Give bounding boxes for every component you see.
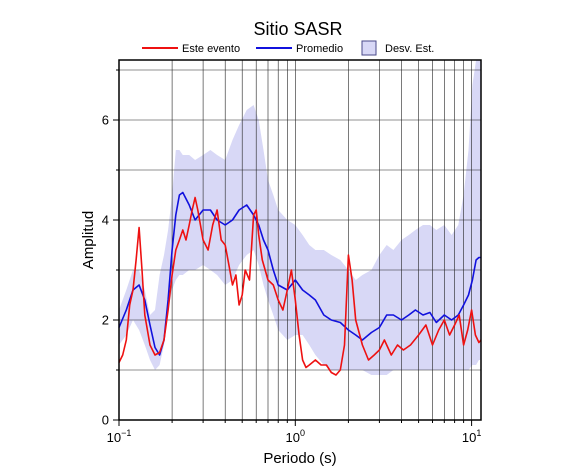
plot-frame bbox=[118, 59, 482, 421]
x-tick-label-1: 100 bbox=[286, 428, 305, 445]
y-axis: 0 2 4 6 bbox=[102, 69, 119, 428]
chart-title: Sitio SASR bbox=[253, 19, 342, 39]
y-tick-label-0: 0 bbox=[102, 413, 109, 428]
x-axis-label: Periodo (s) bbox=[263, 450, 336, 467]
y-axis-label: Amplitud bbox=[80, 211, 97, 269]
plot-area bbox=[118, 60, 482, 420]
series-line-este-evento bbox=[118, 196, 482, 376]
x-tick-label-0: 10−1 bbox=[107, 428, 132, 445]
legend: Este evento Promedio Desv. Est. bbox=[142, 40, 434, 56]
legend-label-este-evento: Este evento bbox=[182, 43, 240, 55]
legend-label-promedio: Promedio bbox=[296, 43, 343, 55]
y-tick-label-1: 2 bbox=[102, 313, 109, 328]
legend-label-desv-est: Desv. Est. bbox=[385, 43, 434, 55]
x-tick-label-2: 101 bbox=[462, 428, 481, 445]
grid bbox=[118, 60, 481, 420]
y-tick-label-2: 4 bbox=[102, 213, 109, 228]
y-tick-label-3: 6 bbox=[102, 113, 109, 128]
std-dev-band bbox=[119, 60, 481, 375]
x-axis: 10−1 100 101 bbox=[107, 420, 481, 445]
legend-swatch-desv-est bbox=[361, 40, 377, 56]
